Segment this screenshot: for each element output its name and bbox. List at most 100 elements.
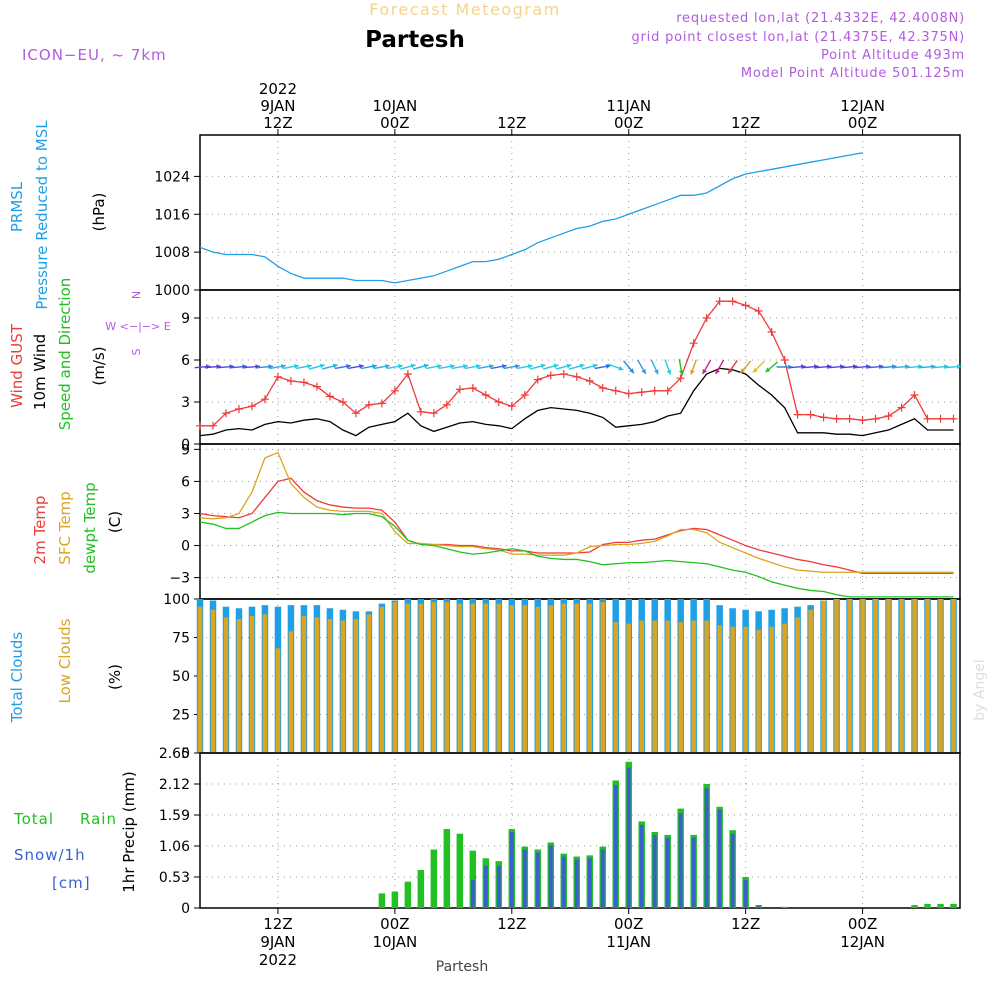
wind-direction-arrow	[555, 363, 572, 370]
wind-arrow-head	[943, 364, 949, 370]
bar-low-cloud	[561, 603, 567, 753]
point-altitude: Point Altitude 493m	[821, 48, 965, 63]
bar-snow	[548, 845, 553, 908]
wind-direction-arrow	[360, 364, 377, 370]
bottom-time-label: 00Z	[614, 915, 643, 933]
wind-arrow-head	[229, 364, 234, 370]
temp-2m-label: 2m Temp	[31, 496, 49, 565]
wind-direction-arrow	[322, 363, 338, 370]
bar-snow	[509, 831, 514, 908]
bar-low-cloud	[288, 631, 294, 753]
wind-direction-arrow	[399, 363, 416, 370]
bottom-time-label: 2022	[259, 951, 297, 969]
wind-direction-arrow	[828, 364, 845, 370]
y-tick-label: 9	[181, 442, 190, 458]
wind-arrow-head	[346, 364, 351, 369]
bottom-time-label: 12Z	[263, 915, 292, 933]
bottom-time-label: 11JAN	[606, 933, 651, 951]
wind-direction-arrow	[650, 359, 659, 375]
bar-low-cloud	[600, 602, 605, 753]
gust-point	[871, 414, 880, 423]
bar-low-cloud	[548, 605, 554, 753]
wind-arrow-head	[728, 368, 733, 374]
pressure-unit: (hPa)	[90, 193, 108, 232]
gust-point	[572, 372, 581, 381]
wind-arrow-head	[654, 369, 659, 375]
wind-direction-arrow	[334, 364, 351, 370]
bar-low-cloud	[470, 603, 476, 753]
y-tick-label: 0	[181, 539, 190, 555]
bar-total-rain	[456, 833, 464, 908]
y-tick-label: 6	[181, 474, 190, 490]
bar-low-cloud	[353, 619, 359, 753]
bar-snow	[743, 879, 748, 908]
bar-snow	[756, 905, 761, 908]
wind-direction-arrow	[243, 364, 260, 370]
gust-point	[299, 378, 308, 387]
bottom-time-label: 12Z	[497, 915, 526, 933]
y-tick-label: 75	[172, 631, 190, 647]
compass-west-east: W <−|−> E	[105, 320, 170, 333]
wind-direction-arrow	[594, 364, 611, 370]
bar-low-cloud	[366, 614, 372, 753]
bar-low-cloud	[301, 615, 307, 753]
wind-arrow-head	[678, 370, 684, 375]
gust-point	[676, 374, 685, 383]
bottom-time-label: 12JAN	[840, 933, 885, 951]
series-dewpt-temp	[199, 511, 954, 598]
gust-point	[936, 414, 945, 423]
gust-point	[780, 356, 789, 364]
gust-point	[234, 405, 243, 413]
gust-point	[520, 391, 529, 399]
wind-arrow-head	[878, 364, 884, 370]
precip-snow-label: Snow/1h	[14, 846, 86, 864]
y-tick-label: 50	[172, 669, 190, 685]
bar-low-cloud	[847, 599, 852, 753]
gust-point	[286, 377, 295, 385]
bottom-time-label: 12Z	[731, 915, 760, 933]
gust-point	[416, 407, 425, 416]
y-tick-label: 100	[163, 592, 190, 608]
wind-arrow-head	[715, 368, 720, 374]
gust-point	[546, 371, 555, 380]
wind-arrow-head	[398, 364, 403, 369]
wind-direction-arrow	[295, 364, 312, 370]
top-time-label: 12Z	[497, 114, 526, 132]
gust-point	[325, 392, 334, 401]
wind-direction-arrow	[386, 364, 403, 370]
wind-arrow-head	[752, 367, 758, 373]
bar-low-cloud	[834, 599, 839, 753]
wind-direction-arrow	[880, 364, 897, 370]
gust-point	[858, 416, 867, 425]
pressure-label-msl: Pressure Reduced to MSL	[33, 120, 51, 310]
wind-unit: (m/s)	[90, 346, 108, 385]
bar-low-cloud	[730, 626, 735, 753]
wind-speed-dir-label: Speed and Direction	[56, 278, 74, 431]
precip-panel: Total Rain Snow/1h [cm] 1hr Precip (mm) …	[13, 746, 961, 917]
temp-sfc-label: SFC Temp	[56, 491, 74, 564]
top-time-label: 10JAN	[373, 97, 418, 115]
temp-unit: (C)	[106, 511, 124, 533]
panel-frame	[199, 443, 961, 600]
bar-low-cloud	[340, 620, 346, 753]
bar-snow	[704, 788, 709, 908]
gust-point	[637, 388, 646, 397]
bar-low-cloud	[613, 622, 618, 753]
gust-point	[884, 412, 893, 420]
wind-arrow-head	[488, 364, 494, 369]
wind-direction-arrow	[282, 364, 299, 370]
bar-total-rain	[924, 903, 931, 908]
wind-direction-arrow	[715, 359, 725, 375]
bar-low-cloud	[574, 603, 580, 753]
bar-low-cloud	[886, 599, 891, 753]
gust-point	[364, 400, 373, 409]
wind-direction-arrow	[678, 358, 684, 376]
y-tick-label: 1016	[154, 207, 190, 223]
bar-low-cloud	[704, 620, 709, 753]
bar-low-cloud	[808, 609, 813, 753]
bar-low-cloud	[639, 620, 644, 753]
wind-direction-arrow	[867, 364, 884, 370]
gust-point	[845, 414, 854, 423]
